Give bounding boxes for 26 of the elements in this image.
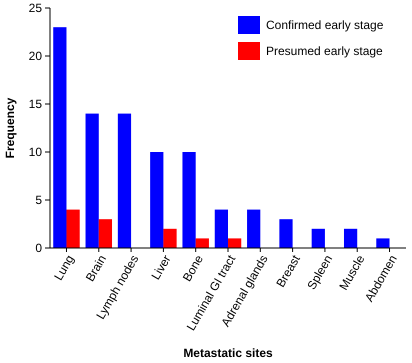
bar xyxy=(150,152,164,248)
y-axis-title: Frequency xyxy=(3,97,17,158)
bar xyxy=(247,210,260,248)
bar xyxy=(196,238,209,248)
bar xyxy=(312,228,325,248)
y-tick-label: 5 xyxy=(35,193,42,208)
x-axis-title: Metastatic sites xyxy=(183,346,274,360)
bar xyxy=(163,228,177,248)
bar xyxy=(53,27,66,248)
bar xyxy=(182,152,196,248)
bar xyxy=(279,219,293,248)
bar xyxy=(344,228,358,248)
bar xyxy=(214,210,228,248)
bar xyxy=(376,238,390,248)
bar xyxy=(98,219,112,248)
legend-label: Presumed early stage xyxy=(266,44,384,58)
y-tick-label: 15 xyxy=(28,97,42,112)
y-tick-label: 10 xyxy=(28,145,42,160)
y-tick-label: 20 xyxy=(28,49,42,64)
bar xyxy=(228,238,242,248)
y-tick-label: 25 xyxy=(28,1,42,16)
y-tick-label: 0 xyxy=(35,241,42,256)
bar xyxy=(66,210,80,248)
legend-label: Confirmed early stage xyxy=(266,18,384,32)
bar xyxy=(86,114,99,248)
bar xyxy=(118,114,132,248)
